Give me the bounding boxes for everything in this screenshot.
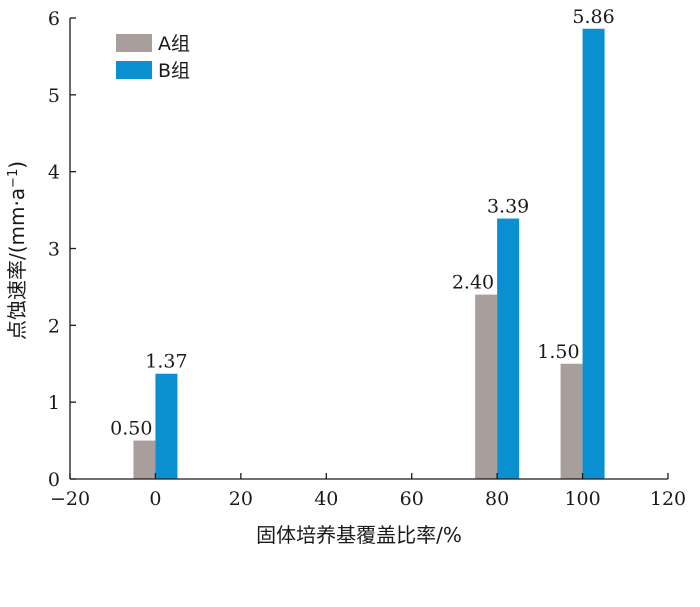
y-axis-title: 点蚀速率/(mm·a−1) <box>5 161 29 340</box>
x-tick-label-40: 40 <box>314 488 338 510</box>
y-tick-label-4: 4 <box>48 162 60 184</box>
x-tick-label-100: 100 <box>564 488 600 510</box>
plot-area: 0.50 2.40 1.50 1.37 3.39 5.86 <box>110 6 615 479</box>
y-tick-label-2: 2 <box>48 315 60 337</box>
legend-label-series1: A组 <box>158 33 190 55</box>
bar-series1-x80 <box>475 294 498 479</box>
data-label-series1-x100: 1.50 <box>537 341 579 363</box>
bar-series1-x0 <box>133 440 156 479</box>
y-axis-title-superscript: −1 <box>6 169 21 188</box>
bar-series1-x100 <box>560 363 583 479</box>
y-axis-title-suffix: ) <box>5 161 29 169</box>
legend-label-series2: B组 <box>158 60 190 82</box>
y-tick-label-3: 3 <box>48 239 60 261</box>
data-label-series1-x80: 2.40 <box>452 272 494 294</box>
y-tick-label-5: 5 <box>48 85 60 107</box>
y-tick-label-6: 6 <box>48 8 60 30</box>
legend: A组 B组 <box>116 33 190 82</box>
x-tick-label-120: 120 <box>650 488 686 510</box>
data-label-series2-x0: 1.37 <box>145 351 187 373</box>
legend-swatch-series1 <box>116 34 152 52</box>
x-tick-label-0: 0 <box>149 488 161 510</box>
x-axis-title: 固体培养基覆盖比率/% <box>256 523 462 547</box>
y-tick-label-1: 1 <box>48 392 60 414</box>
bar-series2-x100 <box>582 28 605 479</box>
y-tick-label-0: 0 <box>48 469 60 491</box>
bar-series2-x80 <box>497 218 520 479</box>
legend-swatch-series2 <box>116 61 152 79</box>
data-label-series2-x100: 5.86 <box>572 6 614 28</box>
x-tick-label-60: 60 <box>400 488 424 510</box>
data-label-series2-x80: 3.39 <box>487 196 529 218</box>
bar-series2-x0 <box>155 373 178 479</box>
y-axis-title-main: 点蚀速率/(mm·a <box>5 188 29 340</box>
x-tick-label-80: 80 <box>485 488 509 510</box>
x-tick-label-20: 20 <box>229 488 253 510</box>
data-label-series1-x0: 0.50 <box>110 418 152 440</box>
x-tick-label--20: −20 <box>50 488 90 510</box>
